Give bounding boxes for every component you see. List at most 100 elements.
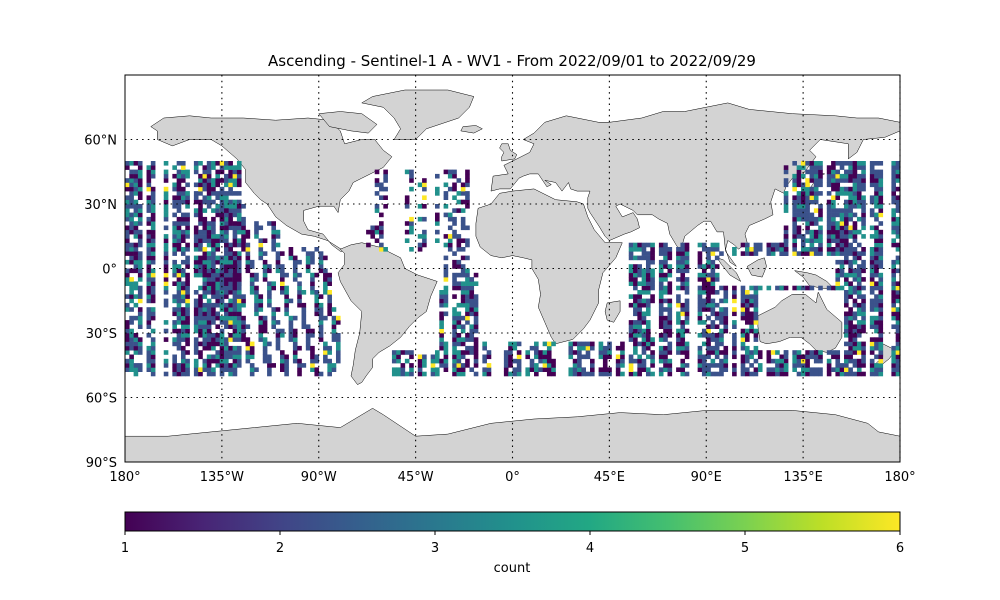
data-cell [245,259,251,265]
data-cell [224,285,229,291]
data-cell [465,238,470,243]
data-cell [465,272,470,278]
data-cell [185,212,190,218]
data-cell [637,333,642,338]
data-cell [835,182,841,188]
data-cell [874,229,879,235]
data-cell [706,307,711,312]
data-cell [800,363,806,368]
data-cell [215,169,221,175]
data-cell [551,367,556,372]
data-cell [198,324,203,329]
data-cell [469,345,475,351]
data-cell [745,311,750,317]
data-cell [701,371,707,377]
data-cell [637,302,642,308]
data-cell [254,229,259,235]
data-cell [245,264,251,269]
data-cell [452,229,457,235]
data-cell [473,272,479,278]
data-cell [284,298,289,304]
data-cell [891,358,896,364]
data-cell [620,341,625,347]
data-cell [211,358,216,364]
data-cell [645,255,651,261]
data-cell [236,182,242,188]
data-cell [129,290,134,295]
data-cell [848,212,853,218]
data-cell [641,255,647,261]
data-cell [856,277,862,282]
data-cell [185,242,190,248]
data-cell [534,341,539,347]
data-cell [848,208,853,213]
data-cell [874,255,879,261]
data-cell [435,371,440,377]
data-cell [206,307,212,312]
data-cell [732,371,737,377]
data-cell [633,277,638,282]
data-cell [581,341,586,347]
data-cell [676,294,681,299]
data-cell [680,268,686,274]
data-cell [150,208,156,213]
data-cell [641,367,647,372]
data-cell [809,251,815,256]
data-cell [318,371,324,377]
data-cell [391,371,397,377]
data-cell [215,204,221,209]
data-cell [826,285,832,291]
data-cell [645,324,651,329]
data-cell [792,212,797,218]
data-cell [409,371,414,377]
data-cell [895,367,901,372]
data-cell [215,238,221,243]
data-cell [878,169,884,175]
data-cell [193,212,199,218]
data-cell [417,354,423,360]
data-cell [236,345,242,351]
data-cell [852,350,858,355]
data-cell [180,169,186,175]
data-cell [211,371,216,377]
data-cell [753,242,759,248]
data-cell [852,212,858,218]
data-cell [844,178,849,183]
data-cell [137,178,143,183]
data-cell [800,161,806,166]
data-cell [258,225,264,231]
data-cell [125,367,130,372]
data-cell [460,337,466,342]
data-cell [641,341,647,347]
data-cell [633,285,638,291]
data-cell [323,277,328,282]
data-cell [460,302,466,308]
data-cell [723,294,729,299]
data-cell [228,324,233,329]
data-cell [232,238,238,243]
data-cell [835,186,841,192]
data-cell [133,242,139,248]
data-cell [796,285,802,291]
data-cell [714,363,720,368]
data-cell [224,234,229,239]
data-cell [146,358,152,364]
data-cell [732,294,737,299]
data-cell [215,182,221,188]
data-cell [676,315,681,321]
data-cell [271,315,276,321]
data-cell [723,358,729,364]
data-cell [831,251,836,256]
data-cell [813,221,819,226]
data-cell [869,337,875,342]
data-cell [422,354,427,360]
data-cell [676,259,681,265]
data-cell [710,302,716,308]
data-cell [443,268,449,274]
data-cell [146,259,152,265]
data-cell [856,264,862,269]
data-cell [852,229,858,235]
data-cell [180,307,186,312]
data-cell [374,208,380,213]
data-cell [800,371,806,377]
